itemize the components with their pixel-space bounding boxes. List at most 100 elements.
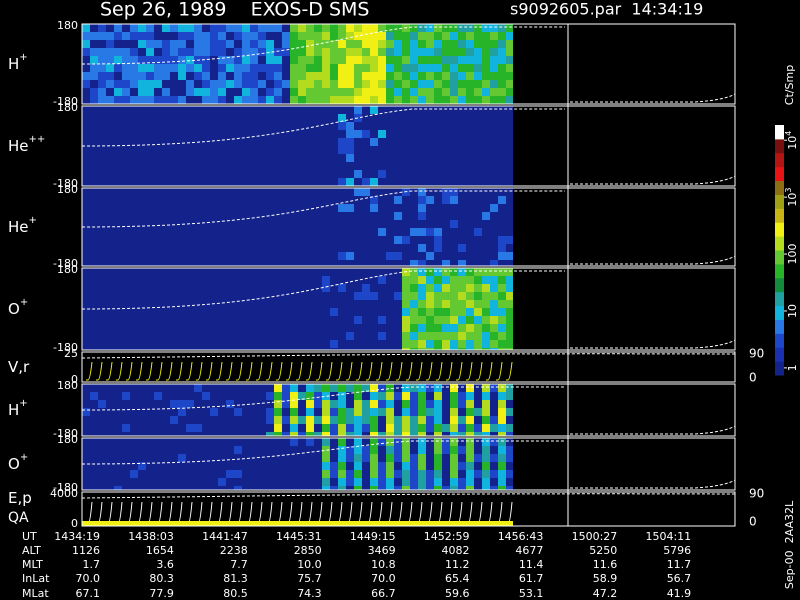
spectrogram-cell bbox=[474, 462, 482, 470]
spectrogram-cell bbox=[306, 88, 314, 96]
spectrogram-cell bbox=[298, 162, 306, 170]
spectrogram-cell bbox=[178, 188, 186, 196]
spectrogram-cell bbox=[490, 462, 498, 470]
spectrogram-cell bbox=[154, 236, 162, 244]
spectrogram-cell bbox=[354, 212, 362, 220]
spectrogram-cell bbox=[458, 32, 466, 40]
y-tick-label: -180 bbox=[53, 257, 78, 270]
pitch-angle-curve bbox=[81, 108, 565, 147]
spectrogram-cell bbox=[130, 162, 138, 170]
spectrogram-cell bbox=[266, 416, 274, 424]
spectrogram-cell bbox=[482, 384, 490, 392]
spectrogram-cell bbox=[466, 276, 474, 284]
spectrogram-cell bbox=[450, 80, 458, 88]
spectrogram-cell bbox=[354, 284, 362, 292]
spectrogram-cell bbox=[306, 348, 314, 350]
spectrogram-cell bbox=[234, 56, 242, 64]
spectrogram-cell bbox=[298, 260, 306, 266]
spectrogram-cell bbox=[218, 48, 226, 56]
spectrogram-cell bbox=[130, 300, 138, 308]
spectrogram-cell bbox=[434, 212, 442, 220]
spectrogram-cell bbox=[250, 462, 258, 470]
spectrogram-cell bbox=[346, 392, 354, 400]
spectrogram-cell bbox=[82, 204, 90, 212]
spectrogram-cell bbox=[250, 424, 258, 432]
spectrogram-cell bbox=[282, 454, 290, 462]
spectrogram-cell bbox=[186, 340, 194, 348]
spectrogram-cell bbox=[450, 146, 458, 154]
table-cell: 4082 bbox=[442, 544, 470, 557]
spectrogram-cell bbox=[186, 188, 194, 196]
spectrogram-cell bbox=[90, 178, 98, 186]
spectrogram-cell bbox=[506, 340, 513, 348]
spectrogram-cell bbox=[186, 64, 194, 72]
spectrogram-cell bbox=[354, 188, 362, 196]
y-tick-label: 180 bbox=[57, 379, 78, 392]
spectrogram-cell bbox=[506, 56, 513, 64]
spectrogram-cell bbox=[298, 332, 306, 340]
spectrogram-cell bbox=[98, 138, 106, 146]
spectrogram-cell bbox=[194, 64, 202, 72]
spectrogram-cell bbox=[370, 96, 378, 104]
spectrogram-cell bbox=[434, 400, 442, 408]
spectrogram-cell bbox=[466, 384, 474, 392]
spectrogram-cell bbox=[162, 80, 170, 88]
spectrogram-cell bbox=[506, 324, 513, 332]
spectrogram-cell bbox=[202, 416, 210, 424]
spectrogram-cell bbox=[442, 170, 450, 178]
spectrogram-cell bbox=[346, 300, 354, 308]
spectrogram-cell bbox=[138, 228, 146, 236]
spectrogram-cell bbox=[410, 332, 418, 340]
spectrogram-cell bbox=[482, 24, 490, 32]
spectrogram-cell bbox=[274, 96, 282, 104]
spectrogram-cell bbox=[266, 292, 274, 300]
spectrogram-cell bbox=[202, 96, 210, 104]
spectrogram-cell bbox=[418, 138, 426, 146]
spectrogram-cell bbox=[338, 178, 346, 186]
spectrogram-cell bbox=[130, 244, 138, 252]
spectrogram-cell bbox=[306, 308, 314, 316]
spectrogram-cell bbox=[354, 300, 362, 308]
spectrogram-cell bbox=[226, 432, 234, 436]
spectrogram-cell bbox=[146, 162, 154, 170]
spectrogram-cell bbox=[194, 416, 202, 424]
spectrogram-cell bbox=[202, 486, 210, 490]
spectrogram-cell bbox=[498, 400, 506, 408]
spectrogram-cell bbox=[146, 438, 154, 446]
spectrogram-cell bbox=[162, 348, 170, 350]
spectrogram-cell bbox=[362, 178, 370, 186]
spectrogram-cell bbox=[210, 162, 218, 170]
spectrogram-cell bbox=[106, 154, 114, 162]
spectrogram-cell bbox=[202, 446, 210, 454]
spectrogram-cell bbox=[378, 252, 386, 260]
spectrogram-cell bbox=[234, 114, 242, 122]
spectrogram-cell bbox=[354, 96, 362, 104]
spectrogram-cell bbox=[426, 196, 434, 204]
spectrogram-cell bbox=[410, 324, 418, 332]
spectrogram-cell bbox=[346, 268, 354, 276]
spectrogram-cell bbox=[242, 446, 250, 454]
spectrogram-cell bbox=[306, 204, 314, 212]
spectrogram-cell bbox=[306, 170, 314, 178]
spectrogram-cell bbox=[362, 284, 370, 292]
spectrogram-cell bbox=[82, 316, 90, 324]
spectrogram-cell bbox=[170, 438, 178, 446]
spectrogram-cell bbox=[218, 424, 226, 432]
spectrogram-cell bbox=[386, 162, 394, 170]
spectrogram-cell bbox=[322, 486, 330, 490]
spectrogram-cell bbox=[154, 170, 162, 178]
spectrogram-cell bbox=[266, 170, 274, 178]
spectrogram-cell bbox=[474, 470, 482, 478]
spectrogram-cell bbox=[490, 56, 498, 64]
spectrogram-cell bbox=[394, 292, 402, 300]
spectrogram-cell bbox=[330, 80, 338, 88]
spectrogram-cell bbox=[218, 408, 226, 416]
spectrogram-cell bbox=[306, 332, 314, 340]
spectrogram-cell bbox=[338, 154, 346, 162]
spectrogram-cell bbox=[162, 486, 170, 490]
spectrogram-cell bbox=[506, 220, 513, 228]
spectrogram-cell bbox=[218, 212, 226, 220]
spectrogram-cell bbox=[314, 146, 322, 154]
spectrogram-cell bbox=[210, 24, 218, 32]
colorbar-tick-text: 10 bbox=[786, 304, 799, 318]
